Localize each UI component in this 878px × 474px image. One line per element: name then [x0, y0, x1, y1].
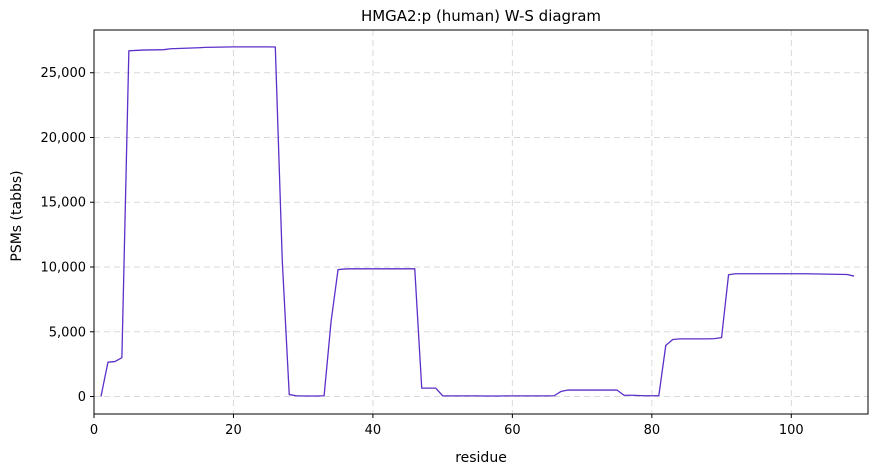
grid-lines	[93, 30, 868, 414]
y-tick-label: 25,000	[41, 66, 87, 81]
series-line	[100, 46, 855, 397]
x-tick-label: 20	[225, 423, 242, 438]
chart-title: HMGA2:p (human) W-S diagram	[361, 7, 601, 25]
x-tick-label: 0	[90, 423, 98, 438]
y-axis-label: PSMs (tabbs)	[9, 170, 25, 261]
x-tick-label: 60	[504, 423, 521, 438]
x-axis: 0 20 40 60 80 100	[90, 414, 804, 438]
x-tick-label: 100	[779, 423, 804, 438]
x-tick-label: 40	[365, 423, 382, 438]
y-tick-label: 10,000	[41, 261, 87, 276]
plot-frame	[93, 29, 869, 415]
x-axis-label: residue	[455, 450, 507, 466]
y-tick-label: 5,000	[49, 325, 86, 340]
y-axis: 0 5,000 10,000 15,000 20,000 25,000	[41, 66, 94, 405]
y-tick-label: 15,000	[41, 196, 87, 211]
x-tick-label: 80	[644, 423, 661, 438]
y-tick-label: 0	[78, 390, 86, 405]
y-tick-label: 20,000	[41, 131, 87, 146]
